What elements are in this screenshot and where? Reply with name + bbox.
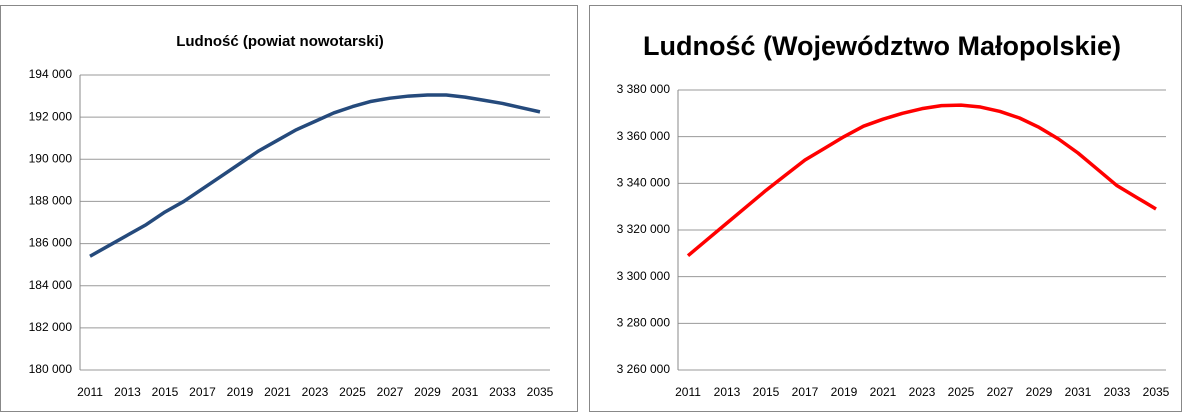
y-tick-label: 3 280 000: [617, 316, 671, 330]
x-tick-label: 2033: [1104, 385, 1131, 399]
y-tick-label: 192 000: [29, 109, 73, 123]
x-tick-label: 2023: [302, 385, 329, 399]
y-tick-label: 188 000: [29, 194, 73, 208]
y-tick-label: 190 000: [29, 151, 73, 165]
x-tick-label: 2019: [227, 385, 254, 399]
x-tick-label: 2013: [114, 385, 141, 399]
y-tick-label: 186 000: [29, 236, 73, 250]
y-tick-label: 182 000: [29, 320, 73, 334]
y-tick-label: 3 300 000: [617, 269, 671, 283]
y-tick-label: 3 260 000: [617, 362, 671, 376]
x-tick-label: 2019: [831, 385, 858, 399]
x-tick-label: 2035: [527, 385, 554, 399]
x-tick-label: 2025: [948, 385, 975, 399]
x-tick-label: 2023: [909, 385, 936, 399]
x-tick-label: 2013: [714, 385, 741, 399]
x-tick-label: 2027: [377, 385, 404, 399]
series-line: [89, 93, 541, 258]
x-tick-label: 2011: [77, 385, 103, 399]
x-tick-label: 2017: [189, 385, 216, 399]
x-tick-label: 2015: [753, 385, 780, 399]
x-tick-label: 2031: [1065, 385, 1092, 399]
x-tick-label: 2021: [264, 385, 291, 399]
y-tick-label: 3 320 000: [617, 222, 671, 236]
x-tick-label: 2035: [1143, 385, 1170, 399]
x-tick-label: 2031: [452, 385, 479, 399]
x-tick-label: 2027: [987, 385, 1014, 399]
panel-frame: [0, 5, 578, 412]
x-tick-label: 2029: [1026, 385, 1053, 399]
y-tick-label: 3 340 000: [617, 176, 671, 190]
y-tick-label: 180 000: [29, 362, 73, 376]
x-tick-label: 2015: [152, 385, 179, 399]
chart-title: Ludność (powiat nowotarski): [176, 33, 384, 50]
y-tick-label: 3 360 000: [617, 129, 671, 143]
x-tick-label: 2011: [675, 385, 701, 399]
panel-frame: [589, 5, 1182, 412]
y-tick-label: 3 380 000: [617, 82, 671, 96]
x-tick-label: 2033: [489, 385, 516, 399]
chart-title: Ludność (Województwo Małopolskie): [643, 31, 1121, 61]
x-tick-label: 2017: [792, 385, 819, 399]
y-tick-label: 194 000: [29, 67, 73, 81]
x-tick-label: 2025: [339, 385, 366, 399]
x-tick-label: 2029: [414, 385, 441, 399]
x-tick-label: 2021: [870, 385, 897, 399]
y-tick-label: 184 000: [29, 278, 73, 292]
series-line: [686, 103, 1157, 258]
